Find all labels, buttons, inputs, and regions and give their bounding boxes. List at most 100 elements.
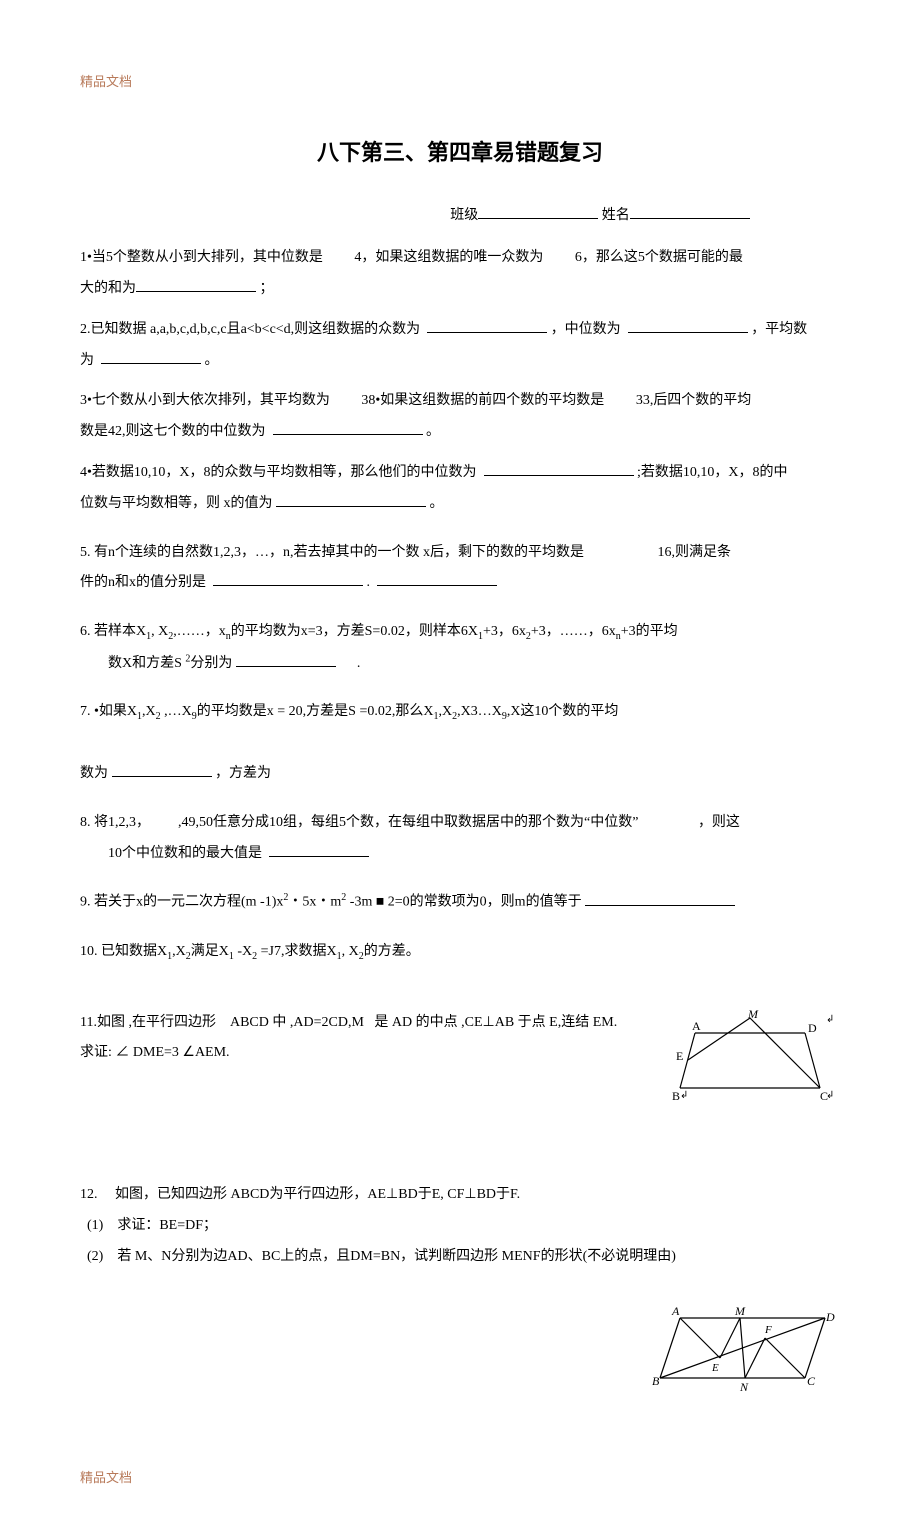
p10-text-g: 的方差。 xyxy=(364,944,420,959)
p2-text-a: 2.已知数据 a,a,b,c,d,b,c,c且a<b<c<d,则这组数据的众数为 xyxy=(80,322,420,337)
fig12-D: D xyxy=(825,1310,835,1324)
p3-text-e: 。 xyxy=(426,424,440,439)
class-blank xyxy=(478,205,598,219)
p3-blank xyxy=(273,421,423,435)
problem-5: 5. 有n个连续的自然数1,2,3，…，n,若去掉其中的一个数 x后，剩下的数的… xyxy=(80,538,840,600)
p6-text-g: +3的平均 xyxy=(621,624,678,639)
p6-blank xyxy=(236,653,336,667)
fig11-A: A xyxy=(692,1019,701,1033)
p12-text-a: 12. 如图，已知四边形 ABCD为平行四边形，AE⊥BD于E, CF⊥BD于F… xyxy=(80,1187,520,1202)
problem-3: 3•七个数从小到大依次排列，其平均数为 38•如果这组数据的前四个数的平均数是 … xyxy=(80,386,840,448)
p11-text-a: 11.如图 ,在平行四边形 xyxy=(80,1015,216,1030)
p12-text-b: (1) 求证：BE=DF； xyxy=(87,1218,217,1233)
class-label: 班级 xyxy=(450,208,478,223)
p5-blank-2 xyxy=(377,572,497,586)
fig11-arrow2: ↲ xyxy=(680,1090,688,1101)
p9-text-c: -3m ■ 2=0的常数项为0，则m的值等于 xyxy=(346,895,581,910)
p2-text-e: 。 xyxy=(205,353,219,368)
p8-blank xyxy=(269,843,369,857)
footer-label: 精品文档 xyxy=(80,1466,840,1489)
p10-text-c: 满足X xyxy=(191,944,229,959)
p2-text-c: ，平均数 xyxy=(751,322,807,337)
p7-text-f: ,X3…X xyxy=(457,704,502,719)
fig12-F: F xyxy=(764,1324,772,1336)
p12-text-c: (2) 若 M、N分别为边AD、BC上的点，且DM=BN，试判断四边形 MENF… xyxy=(87,1249,676,1264)
p7-text-d: 的平均数是x = 20,方差是S =0.02,那么X xyxy=(197,704,434,719)
p3-text-d: 数是42,则这七个数的中位数为 xyxy=(80,424,266,439)
p5-blank-1 xyxy=(213,572,363,586)
problem-12: 12. 如图，已知四边形 ABCD为平行四边形，AE⊥BD于E, CF⊥BD于F… xyxy=(80,1180,840,1405)
p6-text-a: 6. 若样本X xyxy=(80,624,146,639)
problem-8: 8. 将1,2,3， ,49,50任意分成10组，每组5个数，在每组中取数据居中… xyxy=(80,808,840,870)
p1-blank xyxy=(136,278,256,292)
p7-text-b: ,X xyxy=(142,704,156,719)
problem-10: 10. 已知数据X1,X2满足X1 -X2 =J7,求数据X1, X2的方差。 xyxy=(80,937,840,968)
p3-text-a: 3•七个数从小到大依次排列，其平均数为 xyxy=(80,393,330,408)
p9-text-b: ・5x・m xyxy=(288,895,341,910)
p4-text-a: 4•若数据10,10，X，8的众数与平均数相等，那么他们的中位数为 xyxy=(80,465,477,480)
problem-6: 6. 若样本X1, X2,……，xn的平均数为x=3，方差S=0.02，则样本6… xyxy=(80,617,840,679)
problem-1: 1•当5个整数从小到大排列，其中位数是 4，如果这组数据的唯一众数为 6，那么这… xyxy=(80,243,840,305)
p4-text-d: 。 xyxy=(430,496,444,511)
p1-text-e: ； xyxy=(260,281,274,296)
p7-text-c: ,…X xyxy=(161,704,192,719)
fig12-E: E xyxy=(711,1362,719,1374)
p10-text-a: 10. 已知数据X xyxy=(80,944,167,959)
problem-2: 2.已知数据 a,a,b,c,d,b,c,c且a<b<c<d,则这组数据的众数为… xyxy=(80,315,840,377)
p6-text-f: +3，……，6x xyxy=(531,624,616,639)
p7-text-i: ，方差为 xyxy=(215,766,271,781)
figure-11: A M D E B C ↲ ↲ ↲ xyxy=(670,1008,840,1121)
p5-text-c: 件的n和x的值分别是 xyxy=(80,575,206,590)
p6-text-c: ,……，x xyxy=(173,624,226,639)
p6-text-j: . xyxy=(357,656,361,671)
p3-text-b: 38•如果这组数据的前四个数的平均数是 xyxy=(361,393,604,408)
p5-text-a: 5. 有n个连续的自然数1,2,3，…，n,若去掉其中的一个数 x后，剩下的数的… xyxy=(80,545,584,560)
fig12-M: M xyxy=(734,1304,746,1318)
p7-text-h: 数为 xyxy=(80,766,108,781)
p2-blank-3 xyxy=(101,350,201,364)
p2-blank-1 xyxy=(427,319,547,333)
class-name-line: 班级 姓名 xyxy=(80,203,840,228)
p4-blank-1 xyxy=(484,462,634,476)
p7-text-e: ,X xyxy=(438,704,452,719)
p10-text-d: -X xyxy=(234,944,252,959)
fig11-E: E xyxy=(676,1049,683,1063)
p8-text-b: ,49,50任意分成10组，每组5个数，在每组中取数据居中的那个数为“中位数” xyxy=(178,815,638,830)
p8-text-c: ，则这 xyxy=(698,815,740,830)
problem-11: A M D E B C ↲ ↲ ↲ 11.如图 ,在平行四边形 ABCD 中 ,… xyxy=(80,1008,840,1121)
p6-text-e: +3，6x xyxy=(483,624,526,639)
problem-7: 7. •如果X1,X2 ,…X9的平均数是x = 20,方差是S =0.02,那… xyxy=(80,697,840,789)
fig12-B: B xyxy=(652,1374,660,1388)
fig12-A: A xyxy=(671,1304,680,1318)
fig11-arrow3: ↲ xyxy=(826,1090,834,1101)
p5-text-d: . xyxy=(367,575,371,590)
fig11-arrow1: ↲ xyxy=(826,1014,834,1025)
p7-text-a: 7. •如果X xyxy=(80,704,137,719)
p11-text-b: ABCD 中 ,AD=2CD,M xyxy=(230,1015,364,1030)
header-label: 精品文档 xyxy=(80,70,840,93)
p4-blank-2 xyxy=(276,493,426,507)
fig11-D: D xyxy=(808,1021,817,1035)
fig11-B: B xyxy=(672,1089,680,1103)
p9-text-a: 9. 若关于x的一元二次方程(m -1)x xyxy=(80,895,283,910)
p11-text-c: 是 AD 的中点 ,CE⊥AB 于点 E,连结 EM. xyxy=(374,1015,617,1030)
p7-blank-1 xyxy=(112,763,212,777)
p6-text-d: 的平均数为x=3，方差S=0.02，则样本6X xyxy=(231,624,478,639)
p2-blank-2 xyxy=(628,319,748,333)
p1-text-d: 大的和为 xyxy=(80,281,136,296)
p8-text-d: 10个中位数和的最大值是 xyxy=(108,846,262,861)
p10-text-b: ,X xyxy=(172,944,186,959)
fig12-C: C xyxy=(807,1374,816,1388)
p2-text-d: 为 xyxy=(80,353,94,368)
fig11-M: M xyxy=(747,1008,759,1021)
p3-text-c: 33,后四个数的平均 xyxy=(636,393,752,408)
p6-text-i: 分别为 xyxy=(190,656,232,671)
problem-4: 4•若数据10,10，X，8的众数与平均数相等，那么他们的中位数为 ;若数据10… xyxy=(80,458,840,520)
p6-text-h: 数X和方差S xyxy=(108,656,185,671)
name-label: 姓名 xyxy=(602,208,630,223)
p11-text-d: 求证: ∠ DME=3 ∠AEM. xyxy=(80,1045,230,1060)
p5-text-b: 16,则满足条 xyxy=(658,545,732,560)
p4-text-b: ;若数据10,10，X，8的中 xyxy=(637,465,788,480)
p4-text-c: 位数与平均数相等，则 x的值为 xyxy=(80,496,273,511)
p6-text-b: , X xyxy=(151,624,168,639)
